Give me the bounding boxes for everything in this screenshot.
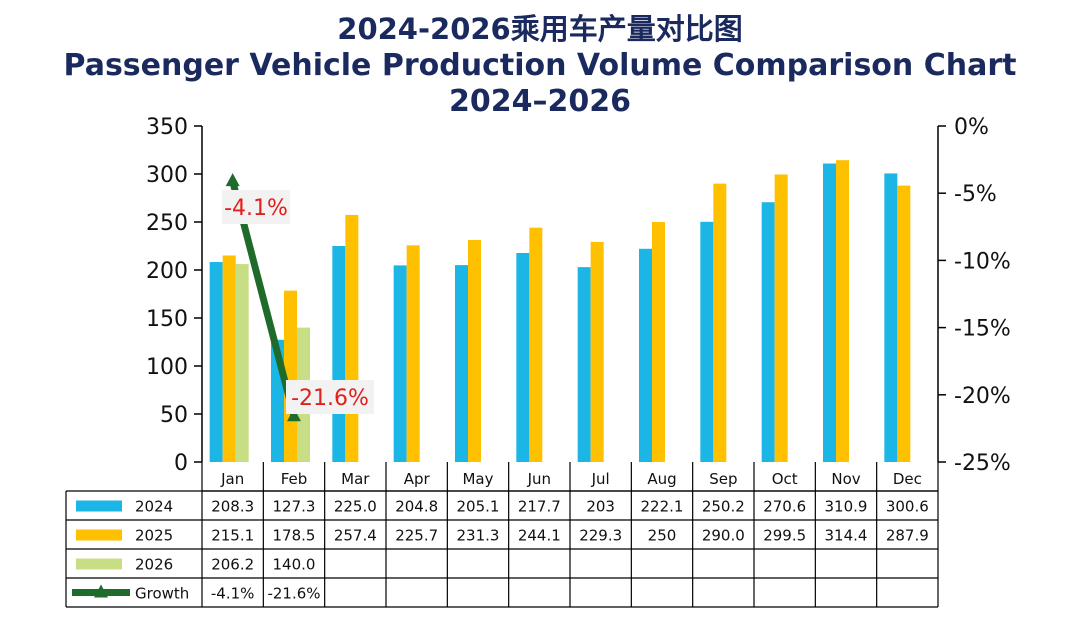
chart-title-years: 2024–2026: [449, 84, 631, 119]
growth-data-label: -4.1%: [222, 190, 290, 224]
legend-label-2026: 2026: [135, 556, 173, 574]
table-cell-2026-jan: 206.2: [211, 556, 254, 574]
legend-label-growth: Growth: [135, 585, 189, 603]
table-cell-2025-nov: 314.4: [825, 527, 868, 545]
x-tick-label: Apr: [404, 470, 431, 488]
growth-label-bg: [222, 190, 290, 224]
table-cell-2025-sep: 290.0: [702, 527, 745, 545]
legend-key-2025: [76, 529, 122, 541]
x-tick-label: Jun: [527, 470, 551, 488]
legend-key-2026: [76, 558, 122, 570]
table-cell-2024-aug: 222.1: [641, 498, 684, 516]
table-cell-2025-jun: 244.1: [518, 527, 561, 545]
table-cell-2026-feb: 140.0: [273, 556, 316, 574]
bar-2026-jan: [235, 264, 249, 462]
y-tick-label-left: 300: [146, 163, 188, 188]
y-tick-label-right: -15%: [954, 317, 1011, 342]
table-cell-2025-jan: 215.1: [211, 527, 254, 545]
table-cell-2025-may: 231.3: [457, 527, 500, 545]
x-tick-label: Oct: [772, 470, 798, 488]
growth-label-bg: [286, 380, 374, 414]
bar-2024-jan: [209, 262, 223, 462]
bar-2025-jun: [529, 227, 543, 462]
y-tick-label-left: 350: [146, 115, 188, 140]
table-cell-growth-jan: -4.1%: [211, 585, 255, 603]
y-tick-label-left: 250: [146, 211, 188, 236]
table-cell-2024-sep: 250.2: [702, 498, 745, 516]
bar-2025-dec: [897, 185, 911, 462]
x-tick-label: Feb: [281, 470, 308, 488]
x-tick-label: Mar: [341, 470, 370, 488]
x-tick-label: Aug: [647, 470, 676, 488]
table-cell-2025-jul: 229.3: [579, 527, 622, 545]
table-cell-2024-apr: 204.8: [395, 498, 438, 516]
bar-2024-nov: [823, 163, 836, 462]
y-tick-label-left: 150: [146, 307, 188, 332]
table-cell-2024-oct: 270.6: [763, 498, 806, 516]
bar-2025-apr: [406, 245, 420, 462]
y-tick-label-right: 0%: [954, 115, 989, 140]
growth-label-text: -21.6%: [291, 386, 369, 411]
growth-data-label: -21.6%: [286, 380, 374, 414]
bar-2024-oct: [761, 202, 775, 462]
bar-2024-apr: [393, 265, 407, 462]
bar-2025-mar: [345, 214, 359, 462]
bar-2025-oct: [774, 174, 788, 463]
table-cell-2024-feb: 127.3: [273, 498, 316, 516]
chart-title-chinese: 2024-2026乘用车产量对比图: [337, 12, 743, 46]
x-tick-label: Dec: [893, 470, 922, 488]
chart-title-english: Passenger Vehicle Production Volume Comp…: [63, 48, 1017, 83]
bar-2024-aug: [639, 248, 652, 462]
y-tick-label-right: -5%: [954, 182, 997, 207]
y-tick-label-right: -10%: [954, 249, 1011, 274]
bar-2025-nov: [836, 160, 849, 462]
legend-label-2024: 2024: [135, 498, 173, 516]
x-tick-label: Jul: [591, 470, 610, 488]
table-cell-2025-feb: 178.5: [273, 527, 316, 545]
table-cell-2025-oct: 299.5: [763, 527, 806, 545]
table-cell-growth-feb: -21.6%: [267, 585, 320, 603]
bar-2024-sep: [700, 221, 714, 462]
y-tick-label-left: 0: [174, 451, 188, 476]
y-tick-label-right: -20%: [954, 384, 1011, 409]
bar-2025-jan: [222, 255, 236, 462]
bar-2024-jul: [577, 267, 591, 462]
table-cell-2024-jul: 203: [586, 498, 615, 516]
growth-marker: [225, 173, 240, 187]
bar-2025-aug: [652, 222, 665, 462]
bar-2025-sep: [713, 183, 727, 462]
growth-label-text: -4.1%: [224, 196, 288, 221]
table-cell-2025-dec: 287.9: [886, 527, 929, 545]
y-tick-label-left: 50: [160, 403, 188, 428]
table-cell-2025-apr: 225.7: [395, 527, 438, 545]
x-tick-label: May: [462, 470, 493, 488]
growth-marker: [287, 408, 301, 422]
legend-key-growth-marker: [94, 584, 108, 598]
x-tick-label: Jan: [220, 470, 244, 488]
table-cell-2024-jan: 208.3: [211, 498, 254, 516]
legend-label-2025: 2025: [135, 527, 173, 545]
bar-2024-jun: [516, 253, 530, 462]
table-cell-2025-aug: 250: [648, 527, 677, 545]
y-tick-label-left: 100: [146, 355, 188, 380]
y-tick-label-left: 200: [146, 259, 188, 284]
bar-2024-mar: [332, 246, 346, 462]
bar-2024-may: [455, 265, 468, 462]
x-tick-label: Sep: [709, 470, 737, 488]
legend-key-2024: [76, 500, 122, 512]
bar-2024-dec: [884, 173, 898, 462]
table-cell-2024-mar: 225.0: [334, 498, 377, 516]
table-cell-2025-mar: 257.4: [334, 527, 377, 545]
bar-2025-may: [468, 239, 481, 462]
x-tick-label: Nov: [831, 470, 860, 488]
table-cell-2024-may: 205.1: [457, 498, 500, 516]
table-cell-2024-nov: 310.9: [825, 498, 868, 516]
y-tick-label-right: -25%: [954, 451, 1011, 476]
table-cell-2024-jun: 217.7: [518, 498, 561, 516]
bar-2025-jul: [590, 241, 604, 462]
table-cell-2024-dec: 300.6: [886, 498, 929, 516]
